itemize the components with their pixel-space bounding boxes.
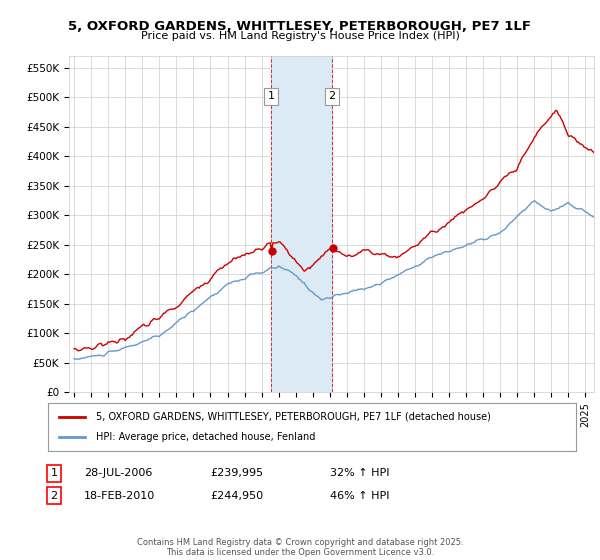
Text: 2: 2 [50,491,58,501]
Text: HPI: Average price, detached house, Fenland: HPI: Average price, detached house, Fenl… [95,432,315,442]
Text: 18-FEB-2010: 18-FEB-2010 [84,491,155,501]
Bar [271,56,332,392]
Text: 28-JUL-2006: 28-JUL-2006 [84,468,152,478]
Text: £244,950: £244,950 [210,491,263,501]
Text: Price paid vs. HM Land Registry's House Price Index (HPI): Price paid vs. HM Land Registry's House … [140,31,460,41]
Text: 5, OXFORD GARDENS, WHITTLESEY, PETERBOROUGH, PE7 1LF: 5, OXFORD GARDENS, WHITTLESEY, PETERBORO… [68,20,532,32]
Text: 2: 2 [328,91,335,101]
Text: 32% ↑ HPI: 32% ↑ HPI [330,468,389,478]
Text: 46% ↑ HPI: 46% ↑ HPI [330,491,389,501]
Text: Contains HM Land Registry data © Crown copyright and database right 2025.
This d: Contains HM Land Registry data © Crown c… [137,538,463,557]
Text: £239,995: £239,995 [210,468,263,478]
Text: 5, OXFORD GARDENS, WHITTLESEY, PETERBOROUGH, PE7 1LF (detached house): 5, OXFORD GARDENS, WHITTLESEY, PETERBORO… [95,412,490,422]
Text: 1: 1 [268,91,275,101]
Text: 1: 1 [50,468,58,478]
